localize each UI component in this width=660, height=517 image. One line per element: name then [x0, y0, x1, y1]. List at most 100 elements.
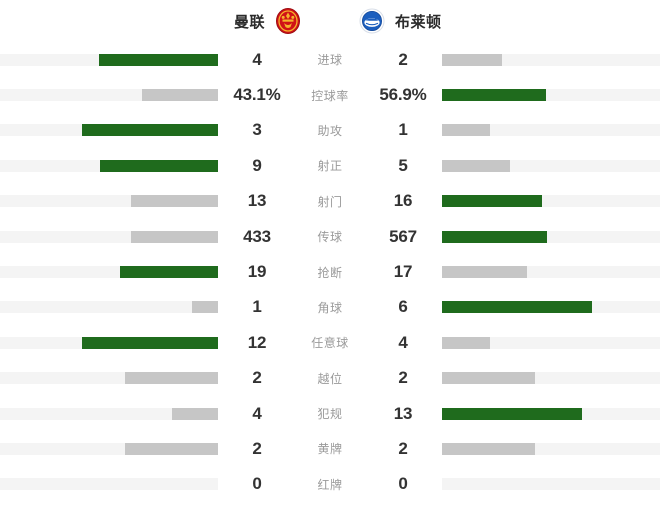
home-team-block: 曼联 — [38, 7, 302, 35]
stat-row: 0 红牌 0 — [0, 467, 660, 502]
away-bar-track — [442, 89, 660, 102]
stats-rows: 4 进球 2 43.1% 控球率 56.9% 3 助攻 1 9 射正 5 13 射门 16 433 传球 567 1… — [0, 42, 660, 502]
home-bar-track — [0, 89, 218, 102]
home-bar-track — [0, 442, 218, 455]
stat-label: 任意球 — [311, 336, 349, 351]
away-bar-fill — [442, 442, 536, 455]
man-utd-crest-icon — [274, 7, 302, 35]
stat-row: 19 抢断 17 — [0, 254, 660, 289]
stat-label: 射正 — [317, 159, 343, 174]
home-bar-fill — [81, 124, 218, 137]
stat-label: 助攻 — [317, 123, 343, 138]
away-bar-fill — [442, 195, 543, 208]
home-bar-track — [0, 159, 218, 172]
home-bar-fill — [98, 53, 218, 66]
home-team-name: 曼联 — [233, 13, 265, 31]
away-bar-track — [442, 266, 660, 279]
away-team-name: 布莱顿 — [395, 13, 442, 31]
away-stat-value: 6 — [398, 297, 408, 317]
stat-label: 射门 — [317, 194, 343, 209]
home-bar-track — [0, 53, 218, 66]
away-stat-value: 0 — [398, 474, 408, 494]
stat-label: 控球率 — [311, 88, 349, 103]
stat-row: 4 进球 2 — [0, 42, 660, 77]
away-stat-value: 5 — [398, 155, 408, 175]
stat-row: 12 任意球 4 — [0, 325, 660, 360]
away-stat-value: 17 — [393, 262, 413, 282]
away-bar-fill — [442, 230, 548, 243]
away-bar-fill — [442, 266, 528, 279]
away-bar-track — [442, 442, 660, 455]
stat-label: 传球 — [317, 230, 343, 245]
away-stat-value: 16 — [393, 191, 413, 211]
home-bar-track — [0, 301, 218, 314]
stat-row: 43.1% 控球率 56.9% — [0, 77, 660, 112]
stat-row: 433 传球 567 — [0, 219, 660, 254]
away-bar-track — [442, 301, 660, 314]
stat-label: 抢断 — [317, 265, 343, 280]
stat-label: 黄牌 — [317, 442, 343, 457]
away-bar-track — [442, 53, 660, 66]
away-bar-track — [442, 124, 660, 137]
away-bar-fill — [442, 336, 490, 349]
away-bar-track — [442, 230, 660, 243]
away-team-block: 布莱顿 — [358, 7, 622, 35]
away-stat-value: 2 — [398, 368, 408, 388]
home-stat-value: 12 — [247, 332, 267, 352]
away-bar-fill — [442, 372, 536, 385]
away-stat-value: 2 — [398, 438, 408, 458]
home-bar-fill — [119, 266, 218, 279]
away-bar-track — [442, 195, 660, 208]
home-bar-fill — [131, 195, 218, 208]
away-bar-fill — [442, 407, 582, 420]
home-bar-fill — [172, 407, 218, 420]
away-stat-value: 2 — [398, 49, 408, 69]
away-bar-fill — [442, 159, 511, 172]
home-stat-value: 43.1% — [233, 85, 281, 105]
away-bar-track — [442, 478, 660, 491]
stat-row: 2 黄牌 2 — [0, 431, 660, 466]
away-bar-fill — [442, 89, 546, 102]
home-stat-value: 1 — [252, 297, 262, 317]
stat-row: 13 射门 16 — [0, 184, 660, 219]
home-stat-value: 2 — [252, 368, 262, 388]
away-bar-track — [442, 372, 660, 385]
home-stat-value: 4 — [252, 49, 262, 69]
home-bar-fill — [100, 159, 218, 172]
home-bar-fill — [141, 89, 218, 102]
home-stat-value: 3 — [252, 120, 262, 140]
away-bar-fill — [442, 301, 592, 314]
away-bar-fill — [442, 53, 502, 66]
stat-label: 进球 — [317, 53, 343, 68]
stat-label: 角球 — [317, 300, 343, 315]
home-bar-track — [0, 266, 218, 279]
home-stat-value: 433 — [243, 226, 271, 246]
away-stat-value: 1 — [398, 120, 408, 140]
home-bar-fill — [124, 372, 218, 385]
stat-label: 越位 — [317, 371, 343, 386]
home-bar-fill — [191, 301, 218, 314]
home-bar-track — [0, 230, 218, 243]
home-bar-track — [0, 195, 218, 208]
stat-label: 红牌 — [317, 477, 343, 492]
teams-header: 曼联 — [0, 0, 660, 42]
home-bar-fill — [124, 442, 218, 455]
home-bar-fill — [131, 230, 218, 243]
home-bar-track — [0, 336, 218, 349]
stat-label: 犯规 — [317, 407, 343, 422]
home-bar-track — [0, 478, 218, 491]
home-stat-value: 0 — [252, 474, 262, 494]
stat-row: 1 角球 6 — [0, 290, 660, 325]
away-stat-value: 13 — [393, 403, 413, 423]
away-stat-value: 4 — [398, 332, 408, 352]
away-stat-value: 56.9% — [379, 85, 427, 105]
home-stat-value: 2 — [252, 438, 262, 458]
home-stat-value: 9 — [252, 155, 262, 175]
home-stat-value: 19 — [247, 262, 267, 282]
home-bar-track — [0, 407, 218, 420]
home-bar-track — [0, 124, 218, 137]
brighton-crest-icon — [358, 7, 386, 35]
stat-row: 9 射正 5 — [0, 148, 660, 183]
stat-row: 4 犯规 13 — [0, 396, 660, 431]
